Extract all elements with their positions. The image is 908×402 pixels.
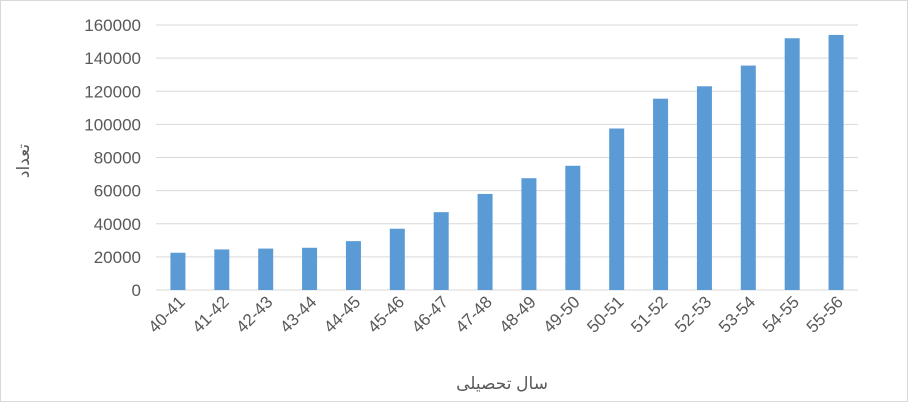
x-tick-label: 41-42: [188, 292, 232, 336]
bar-43-44: [302, 247, 318, 290]
x-tick-label: 51-52: [627, 292, 671, 336]
bar-45-46: [389, 228, 405, 290]
bar-44-45: [345, 241, 361, 290]
y-tick-label: 140000: [84, 49, 141, 68]
y-axis-title: تعداد: [14, 144, 33, 178]
bar-41-42: [214, 249, 230, 290]
x-tick-label: 53-54: [715, 292, 759, 336]
x-tick-label: 46-47: [408, 292, 452, 336]
y-tick-label: 160000: [84, 16, 141, 35]
y-tick-label: 20000: [94, 248, 141, 267]
x-tick-label: 48-49: [496, 292, 540, 336]
x-axis-ticks: 40-41 41-42 42-43 43-44 44-45 45-46 46-47 47-48…: [145, 292, 847, 336]
bar-46-47: [433, 212, 449, 290]
x-tick-label: 44-45: [320, 292, 364, 336]
y-axis-ticks: 0 20000 40000 60000 80000 100000 120000 140000 1…: [84, 16, 141, 300]
bar-48-49: [521, 178, 537, 290]
x-tick-label: 50-51: [583, 292, 627, 336]
y-tick-label: 80000: [94, 149, 141, 168]
x-tick-label: 47-48: [452, 292, 496, 336]
bar-55-56: [828, 34, 844, 290]
x-tick-label: 40-41: [145, 292, 189, 336]
y-tick-label: 120000: [84, 82, 141, 101]
y-tick-label: 40000: [94, 215, 141, 234]
y-tick-label: 100000: [84, 115, 141, 134]
bar-47-48: [477, 193, 493, 290]
bar-49-50: [565, 165, 581, 290]
bar-52-53: [696, 86, 712, 290]
bar-42-43: [258, 248, 274, 290]
bar-50-51: [609, 128, 625, 290]
bar-53-54: [740, 65, 756, 290]
y-tick-label: 60000: [94, 182, 141, 201]
x-tick-label: 43-44: [276, 292, 320, 336]
x-tick-label: 45-46: [364, 292, 408, 336]
bar-40-41: [170, 252, 186, 290]
x-tick-label: 52-53: [671, 292, 715, 336]
bars: [170, 34, 844, 290]
x-tick-label: 55-56: [803, 292, 847, 336]
bar-54-55: [784, 38, 800, 290]
y-tick-label: 0: [132, 281, 141, 300]
x-tick-label: 54-55: [759, 292, 803, 336]
x-tick-label: 49-50: [539, 292, 583, 336]
bar-51-52: [653, 98, 669, 290]
x-tick-label: 42-43: [232, 292, 276, 336]
x-axis-title: سال تحصیلی: [456, 374, 548, 393]
